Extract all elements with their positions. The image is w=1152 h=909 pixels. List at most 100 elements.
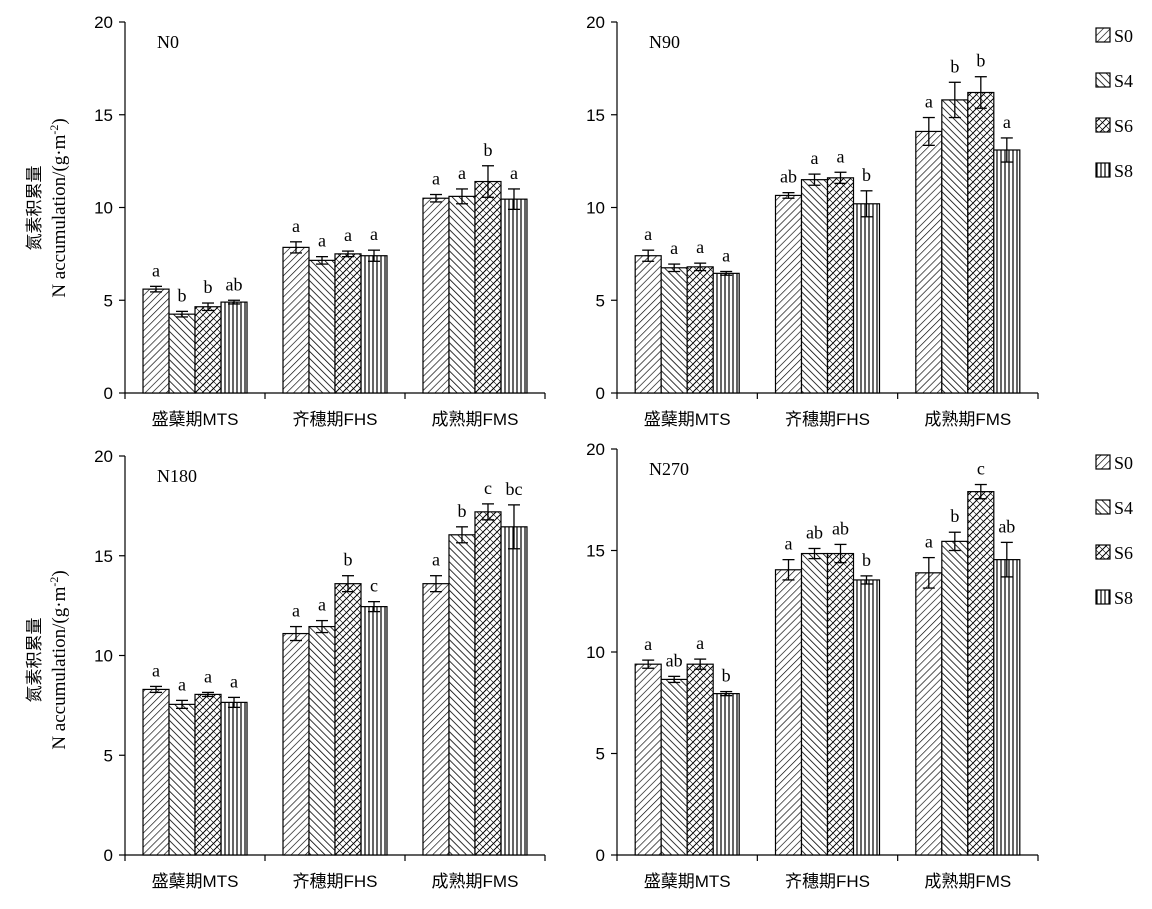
bar-s0	[422, 583, 450, 856]
bar-s8	[220, 301, 248, 394]
y-tick-label: 0	[104, 384, 113, 403]
significance-label: a	[696, 237, 704, 257]
panel-title: N90	[649, 32, 680, 52]
significance-label: a	[1003, 112, 1011, 132]
legend-swatch-s0	[1095, 454, 1111, 470]
bar-s6	[686, 663, 714, 856]
y-axis-label-cn: 氮素积累量	[25, 618, 45, 703]
bar-s4	[660, 678, 688, 856]
bar-s4	[308, 625, 336, 856]
y-tick-label: 5	[596, 291, 605, 310]
legend-swatch-s8	[1095, 589, 1111, 605]
significance-label: a	[204, 666, 212, 686]
bar-s6	[474, 511, 502, 856]
legend-swatch-s0	[1095, 27, 1111, 43]
bar-s0	[282, 246, 310, 394]
significance-label: a	[785, 534, 793, 554]
category-label: 成熟期FMS	[924, 409, 1011, 429]
bar-s8	[993, 149, 1021, 394]
bar-s8	[360, 255, 388, 394]
bar-s8	[500, 526, 528, 856]
significance-label: a	[152, 260, 160, 280]
legend-swatch-s8	[1095, 162, 1111, 178]
panel-n180: 氮素积累量 N accumulation/(g·m-2) 0 5 10 15 20 N18…	[25, 447, 546, 891]
significance-label: ab	[666, 650, 683, 670]
bar-s6	[826, 552, 855, 856]
y-tick-label: 5	[104, 291, 113, 310]
bar-s4	[800, 179, 829, 394]
category-label: 成熟期FMS	[432, 409, 519, 429]
bar-s4	[168, 313, 196, 394]
legend-2: S0 S4 S6 S8	[1095, 453, 1133, 608]
legend-swatch-s6	[1095, 544, 1111, 560]
bar-s8	[852, 203, 881, 394]
panel-title: N0	[157, 32, 179, 52]
bar-s0	[634, 255, 662, 394]
category-label: 齐穗期FHS	[785, 872, 870, 891]
legend-swatch-s4	[1095, 499, 1111, 515]
significance-label: ab	[998, 516, 1015, 536]
significance-label: a	[292, 216, 300, 236]
y-tick-label: 15	[94, 106, 113, 125]
bar-s0	[634, 663, 662, 856]
bar-s0	[915, 572, 943, 856]
significance-label: b	[457, 501, 466, 521]
significance-label: a	[722, 245, 730, 265]
legend-label: S8	[1114, 161, 1133, 181]
bar-s0	[282, 632, 310, 856]
y-axis-label-en: N accumulation/(g·m-2)	[47, 570, 70, 749]
significance-label: a	[318, 231, 326, 251]
significance-label: b	[976, 51, 985, 71]
y-tick-label: 10	[94, 647, 113, 666]
significance-label: a	[925, 92, 933, 112]
bar-s4	[941, 99, 969, 394]
bar-s0	[774, 569, 803, 856]
significance-label: a	[644, 634, 652, 654]
bar-s8	[220, 701, 248, 856]
legend-label: S0	[1114, 453, 1133, 473]
significance-label: a	[811, 148, 819, 168]
y-tick-label: 5	[104, 746, 113, 765]
significance-label: a	[230, 671, 238, 691]
significance-label: a	[152, 660, 160, 680]
significance-label: b	[344, 550, 353, 570]
significance-label: ab	[226, 274, 243, 294]
significance-label: b	[862, 165, 871, 185]
y-tick-label: 0	[596, 384, 605, 403]
y-tick-label: 20	[586, 13, 605, 32]
legend-label: S6	[1114, 543, 1133, 563]
y-tick-label: 15	[586, 106, 605, 125]
significance-label: c	[484, 478, 492, 498]
significance-label: a	[837, 146, 845, 166]
bar-s4	[941, 540, 969, 856]
bar-s8	[712, 272, 740, 394]
y-tick-label: 20	[586, 440, 605, 459]
bar-s0	[142, 288, 170, 394]
legend-label: S4	[1114, 498, 1133, 518]
significance-label: ab	[832, 518, 849, 538]
bar-s0	[915, 130, 943, 394]
bar-s8	[360, 606, 388, 856]
legend-label: S6	[1114, 116, 1133, 136]
significance-label: a	[432, 550, 440, 570]
significance-label: b	[483, 140, 492, 160]
bar-s6	[967, 91, 995, 394]
y-tick-label: 20	[94, 13, 113, 32]
legend-swatch-s6	[1095, 117, 1111, 133]
bar-s4	[308, 259, 336, 394]
bar-s6	[334, 583, 362, 856]
bar-s8	[712, 693, 740, 856]
category-label: 盛蘖期MTS	[644, 872, 731, 891]
y-tick-label: 15	[94, 547, 113, 566]
significance-label: a	[318, 595, 326, 615]
category-label: 盛蘖期MTS	[152, 872, 239, 891]
significance-label: ab	[780, 167, 797, 187]
bar-s4	[800, 552, 829, 856]
y-tick-label: 10	[586, 643, 605, 662]
significance-label: a	[644, 224, 652, 244]
bar-s8	[852, 579, 881, 856]
significance-label: a	[458, 163, 466, 183]
significance-label: a	[370, 224, 378, 244]
panel-title: N180	[157, 466, 197, 486]
